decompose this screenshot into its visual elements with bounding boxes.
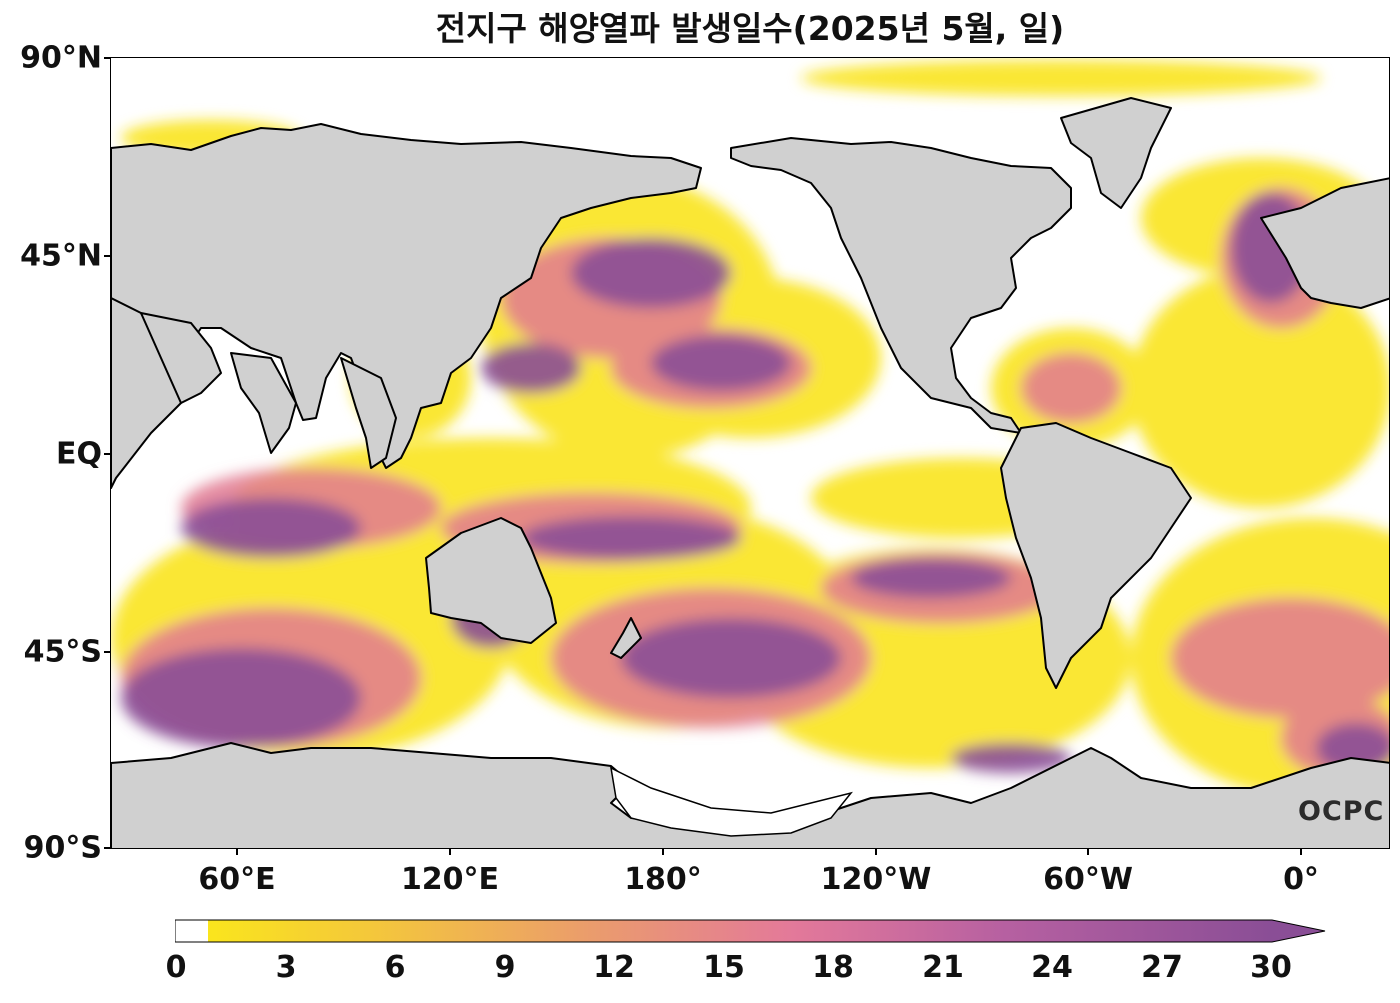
colorbar-label: 6 <box>384 950 406 985</box>
lat-tick <box>104 57 110 59</box>
colorbar-gradient <box>208 920 1272 942</box>
north-america-landmass <box>730 137 1072 434</box>
lon-label-0: 0° <box>1283 862 1319 897</box>
indochina-landmass <box>340 357 397 469</box>
lon-tick <box>1300 849 1302 855</box>
lon-label-180: 180° <box>624 862 702 897</box>
australia-landmass <box>425 517 557 644</box>
heatwave-map <box>111 58 1389 848</box>
lat-label-90s: 90°S <box>23 830 102 866</box>
lat-label-90n: 90°N <box>20 40 102 76</box>
lon-label-60e: 60°E <box>198 862 276 897</box>
lon-tick <box>662 849 664 855</box>
lon-tick <box>236 849 238 855</box>
south-america-landmass <box>1000 422 1192 689</box>
land-masses <box>111 97 1389 848</box>
colorbar-label: 15 <box>703 950 745 985</box>
lon-tick <box>875 849 877 855</box>
colorbar-label: 27 <box>1141 950 1183 985</box>
colorbar-label: 21 <box>922 950 964 985</box>
lat-label-45n: 45°N <box>20 238 102 274</box>
lat-label-45s: 45°S <box>23 634 102 670</box>
lon-label-120e: 120°E <box>400 862 500 897</box>
lat-tick <box>104 255 110 257</box>
india-landmass <box>230 352 297 454</box>
lon-tick <box>449 849 451 855</box>
colorbar-outline <box>174 919 1326 943</box>
map-title: 전지구 해양열파 발생일수(2025년 5월, 일) <box>435 9 1065 48</box>
antarctica-landmass <box>111 742 1389 848</box>
colorbar-label: 24 <box>1031 950 1073 985</box>
eurasia-landmass <box>111 123 702 469</box>
lon-tick <box>1087 849 1089 855</box>
antarctic-ice-shelf <box>610 766 853 837</box>
lat-tick <box>104 453 110 455</box>
ocpc-logo: OCPC <box>1298 796 1385 827</box>
lat-label-eq: EQ <box>56 436 102 472</box>
lat-tick <box>104 651 110 653</box>
map-panel <box>110 57 1390 849</box>
colorbar-label: 18 <box>812 950 854 985</box>
colorbar-label: 12 <box>593 950 635 985</box>
greenland-landmass <box>1060 97 1172 209</box>
europe-landmass <box>1260 177 1389 309</box>
new-zealand-landmass <box>610 617 642 659</box>
colorbar-label: 9 <box>494 950 516 985</box>
colorbar-zero-bin <box>175 920 208 942</box>
colorbar-label: 0 <box>165 950 187 985</box>
lat-tick <box>104 847 110 849</box>
colorbar <box>174 919 1335 949</box>
lon-label-120w: 120°W <box>820 862 932 897</box>
arabia-landmass <box>140 312 222 404</box>
colorbar-label: 30 <box>1250 950 1292 985</box>
lon-label-60w: 60°W <box>1043 862 1133 897</box>
colorbar-label: 3 <box>275 950 297 985</box>
colorbar-extend-arrow <box>1272 920 1325 942</box>
colorbar-svg <box>174 919 1326 943</box>
